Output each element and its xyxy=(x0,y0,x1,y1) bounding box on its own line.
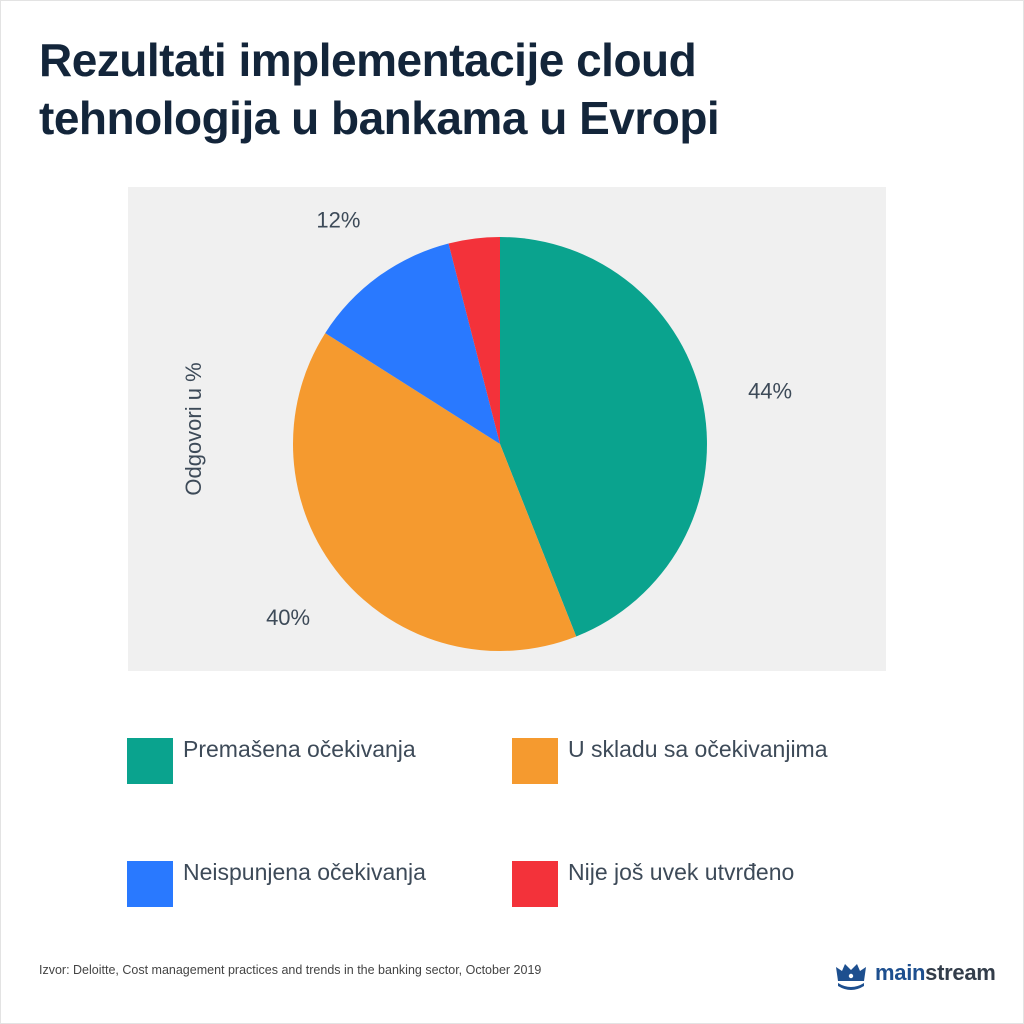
legend-label: U skladu sa očekivanjima xyxy=(568,736,828,762)
legend-swatch xyxy=(127,861,173,907)
logo-part-2: stream xyxy=(925,960,996,985)
logo-part-1: main xyxy=(875,960,926,985)
brand-logo: mainstream xyxy=(833,957,996,993)
legend-swatch xyxy=(512,738,558,784)
legend-swatch xyxy=(512,861,558,907)
pie-chart: 44%40%12%4% Odgovori u % xyxy=(181,207,792,651)
pie-slice-1 xyxy=(500,237,707,637)
slice-value-label-1: 44% xyxy=(748,378,792,403)
slice-value-label-2: 40% xyxy=(266,605,310,630)
source-note: Izvor: Deloitte, Cost management practic… xyxy=(39,963,542,977)
legend-label: Nije još uvek utvrđeno xyxy=(568,859,795,885)
y-axis-label: Odgovori u % xyxy=(181,362,206,495)
legend-label: Premašena očekivanja xyxy=(183,736,416,762)
pie-slice-4 xyxy=(448,237,500,444)
legend-swatch xyxy=(127,738,173,784)
pie-slice-3 xyxy=(325,243,500,444)
page-title: Rezultati implementacije cloud tehnologi… xyxy=(39,31,859,147)
title-line-1: Rezultati implementacije cloud xyxy=(39,34,697,86)
slice-value-label-3: 12% xyxy=(316,207,360,232)
logo-wordmark: mainstream xyxy=(875,960,996,986)
title-line-2: tehnologija u bankama u Evropi xyxy=(39,92,720,144)
pie-slice-2 xyxy=(292,333,577,651)
legend-label: Neispunjena očekivanja xyxy=(183,859,426,885)
crown-icon xyxy=(836,964,866,990)
